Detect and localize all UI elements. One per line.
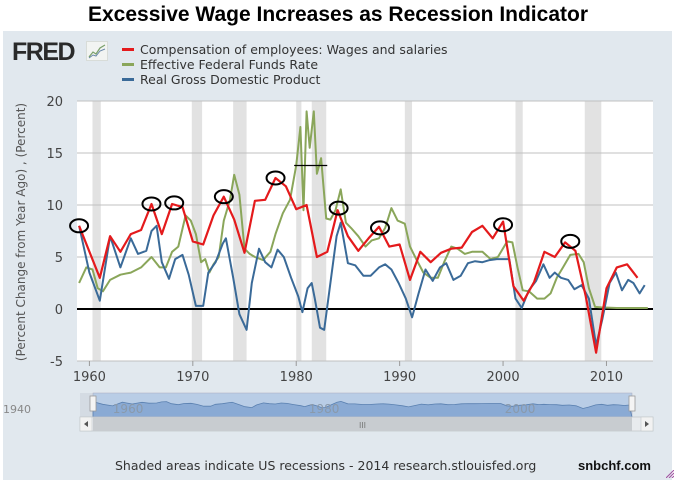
fred-logo: FRED (12, 38, 76, 66)
annotation-circle (265, 170, 286, 186)
chart-title: Excessive Wage Increases as Recession In… (88, 3, 588, 26)
scrollbar-thumb[interactable] (93, 417, 632, 431)
annotation-circle (69, 218, 90, 234)
arrow-left-icon (84, 421, 88, 427)
plot-area (77, 101, 653, 361)
legend-label-gdp: Real Gross Domestic Product (140, 72, 321, 87)
y-tick-label: -5 (50, 355, 63, 370)
x-tick-label: 1970 (176, 370, 209, 385)
navigator-start-label: 1940 (3, 403, 31, 416)
range-navigator[interactable]: 1940 1960 1980 2000 III (3, 392, 654, 432)
x-tick-label: 2010 (590, 370, 623, 385)
y-tick-label: 20 (46, 95, 63, 110)
series-line-gdp[interactable] (78, 221, 646, 347)
y-tick-label: 5 (55, 251, 63, 266)
arrow-right-icon (645, 421, 649, 427)
legend-swatch-fedfunds (122, 63, 134, 66)
y-tick-label: 0 (55, 303, 63, 318)
x-tick-label: 2000 (487, 370, 520, 385)
navigator-tick-label: 1960 (113, 402, 144, 416)
recession-band (515, 101, 523, 361)
y-tick-label: 15 (46, 147, 63, 162)
resize-handle-icon[interactable] (666, 470, 674, 478)
legend-swatch-wages (122, 48, 134, 51)
recession-band (92, 101, 101, 361)
legend-swatch-gdp (122, 78, 134, 81)
legend: Compensation of employees: Wages and sal… (122, 42, 448, 87)
recession-band (191, 101, 203, 361)
x-tick-label: 1990 (383, 370, 416, 385)
navigator-left-handle[interactable] (89, 395, 97, 412)
annotation-circle (141, 196, 162, 212)
x-tick-label: 1960 (73, 370, 106, 385)
navigator-series-area (92, 400, 633, 418)
annotation-circle (493, 217, 514, 233)
sparkline-chart-icon (86, 41, 108, 61)
annotation-circle (328, 200, 349, 216)
scrollbar-grip: III (359, 421, 366, 430)
recession-band (296, 101, 302, 361)
annotation-circle (369, 220, 390, 236)
legend-item-fedfunds[interactable]: Effective Federal Funds Rate (122, 57, 448, 72)
legend-item-gdp[interactable]: Real Gross Domestic Product (122, 72, 448, 87)
navigator-right-handle[interactable] (628, 395, 636, 412)
footer-note: Shaded areas indicate US recessions - 20… (115, 458, 537, 473)
brand-label: snbchf.com (578, 458, 651, 473)
series-line-fedfunds[interactable] (78, 110, 648, 309)
navigator-tick-label: 2000 (505, 402, 536, 416)
recession-band (233, 101, 247, 361)
x-tick-label: 1980 (280, 370, 313, 385)
legend-label-fedfunds: Effective Federal Funds Rate (140, 57, 319, 72)
annotation-circle (164, 195, 185, 211)
legend-item-wages[interactable]: Compensation of employees: Wages and sal… (122, 42, 448, 57)
annotation-circle (560, 233, 581, 249)
recession-band (584, 101, 602, 361)
y-tick-label: 10 (46, 199, 63, 214)
annotation-circle (213, 189, 234, 205)
navigator-tick-label: 1980 (309, 402, 340, 416)
y-axis-label: (Percent Change from Year Ago) , (Percen… (14, 103, 28, 361)
legend-label-wages: Compensation of employees: Wages and sal… (140, 42, 448, 57)
recession-band (404, 101, 413, 361)
